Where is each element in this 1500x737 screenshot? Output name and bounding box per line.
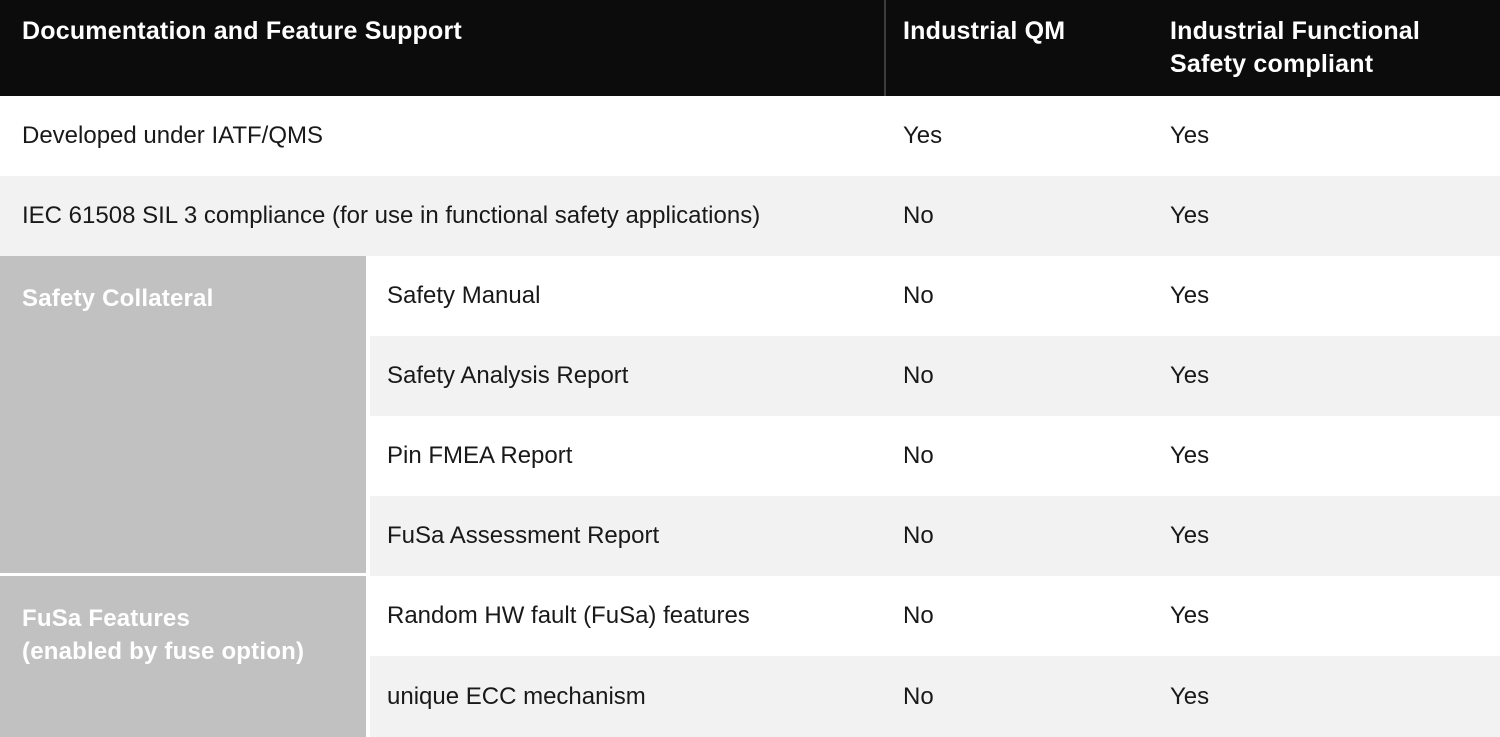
header-cell-industrial-qm: Industrial QM <box>903 0 1170 96</box>
group-label-line1: FuSa Features <box>22 605 190 632</box>
table-row-unique-ecc-mechanism: unique ECC mechanism No Yes <box>370 656 1500 737</box>
table-row-safety-manual: Safety Manual No Yes <box>370 256 1500 336</box>
header-industrial-qm-label: Industrial QM <box>903 17 1066 45</box>
industrial-qm-value-cell: No <box>903 202 934 229</box>
industrial-fs-value-cell: Yes <box>1170 282 1210 309</box>
table-row-safety-analysis-report: Safety Analysis Report No Yes <box>370 336 1500 416</box>
industrial-fs-value-cell: Yes <box>1170 522 1210 549</box>
table-row-iec-61508: IEC 61508 SIL 3 compliance (for use in f… <box>0 176 1500 256</box>
header-documentation-label: Documentation and Feature Support <box>22 17 462 45</box>
feature-label-cell: Safety Analysis Report <box>387 362 629 389</box>
table-row-fusa-assessment-report: FuSa Assessment Report No Yes <box>370 496 1500 576</box>
industrial-fs-value-cell: Yes <box>1170 362 1210 389</box>
group-section-safety-collateral: Safety Collateral Safety Manual No Yes S… <box>0 256 1500 576</box>
table-row-random-hw-fault: Random HW fault (FuSa) features No Yes <box>370 576 1500 656</box>
industrial-fs-value-cell: Yes <box>1170 442 1210 469</box>
industrial-fs-value-cell: Yes <box>1170 202 1210 229</box>
industrial-fs-value-cell: Yes <box>1170 122 1210 149</box>
table-row-iatf-qms: Developed under IATF/QMS Yes Yes <box>0 96 1500 176</box>
industrial-qm-value-cell: No <box>903 442 934 469</box>
industrial-fs-value-cell: Yes <box>1170 602 1210 629</box>
group-cell-fusa-features: FuSa Features (enabled by fuse option) <box>0 576 370 737</box>
group-cell-safety-collateral: Safety Collateral <box>0 256 370 576</box>
industrial-qm-value-cell: Yes <box>903 122 943 149</box>
group-rows: Random HW fault (FuSa) features No Yes u… <box>370 576 1500 737</box>
feature-label-cell: Pin FMEA Report <box>387 442 573 469</box>
feature-label-cell: Safety Manual <box>387 282 541 309</box>
industrial-qm-value-cell: No <box>903 522 934 549</box>
feature-label-cell: IEC 61508 SIL 3 compliance (for use in f… <box>22 202 761 229</box>
industrial-qm-value-cell: No <box>903 282 934 309</box>
header-cell-industrial-fs: Industrial Functional Safety compliant <box>1170 0 1500 96</box>
header-column-divider <box>884 0 886 96</box>
table-row-pin-fmea-report: Pin FMEA Report No Yes <box>370 416 1500 496</box>
header-industrial-fs-label: Industrial Functional Safety compliant <box>1170 17 1421 78</box>
group-rows: Safety Manual No Yes Safety Analysis Rep… <box>370 256 1500 576</box>
group-section-fusa-features: FuSa Features (enabled by fuse option) R… <box>0 576 1500 737</box>
header-cell-documentation: Documentation and Feature Support <box>0 0 903 96</box>
feature-label-cell: Developed under IATF/QMS <box>22 122 324 149</box>
industrial-qm-value-cell: No <box>903 682 934 710</box>
table-header: Documentation and Feature Support Indust… <box>0 0 1500 96</box>
group-label: Safety Collateral <box>22 285 214 312</box>
industrial-qm-value-cell: No <box>903 602 934 629</box>
group-label-line2: (enabled by fuse option) <box>22 638 305 665</box>
feature-label-cell: Random HW fault (FuSa) features <box>387 602 750 629</box>
feature-label-cell: FuSa Assessment Report <box>387 522 660 549</box>
industrial-qm-value-cell: No <box>903 362 934 389</box>
feature-label-cell: unique ECC mechanism <box>387 682 646 710</box>
industrial-fs-value-cell: Yes <box>1170 682 1210 710</box>
